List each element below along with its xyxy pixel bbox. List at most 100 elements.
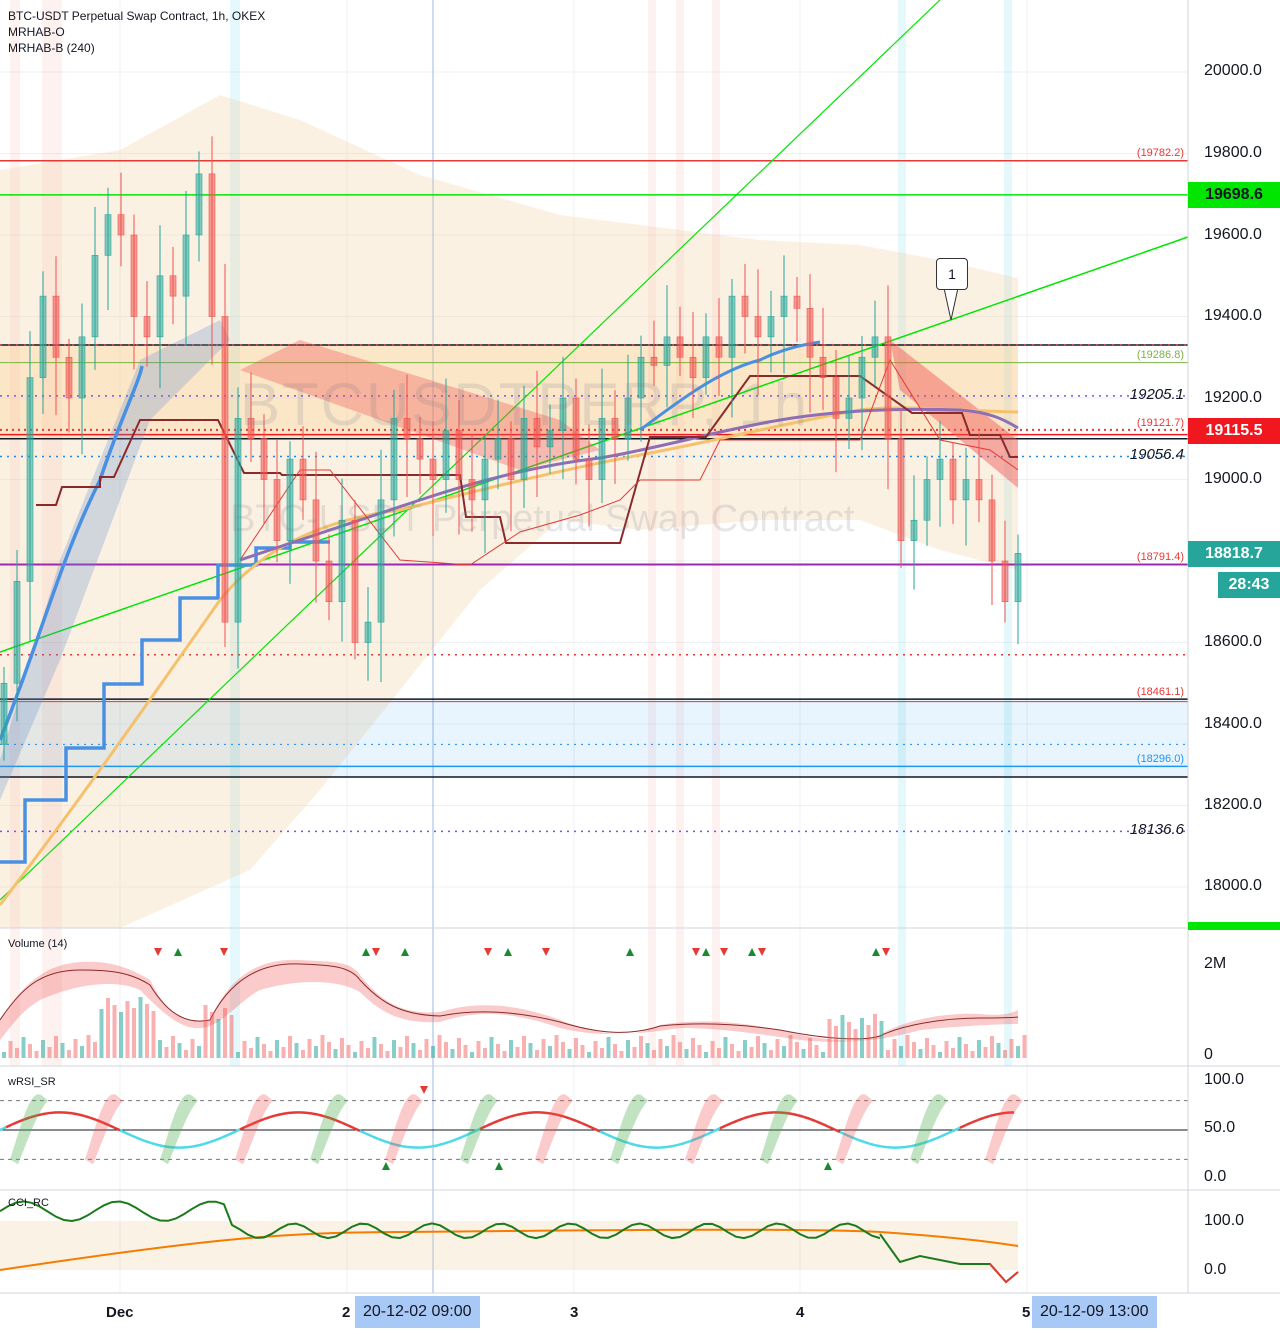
candle-body (91, 255, 99, 338)
highlight-column (1004, 0, 1012, 1066)
rsi-signal-line (203, 1140, 211, 1146)
volume-bar (216, 1019, 221, 1058)
signal-triangle-down (882, 948, 890, 956)
rsi-signal-line (5, 1123, 13, 1129)
rsi-signal-line (845, 1133, 853, 1139)
price-tick: 19600.0 (1204, 226, 1262, 243)
volume-bar (125, 1001, 130, 1058)
volume-bar (314, 1046, 318, 1058)
rsi-signal-line (143, 1139, 151, 1144)
rsi-signal-line (281, 1111, 289, 1116)
rsi-signal-line (335, 1119, 343, 1124)
volume-bar (743, 1040, 747, 1058)
rsi-signal-line (683, 1140, 691, 1145)
volume-bar (236, 1052, 240, 1058)
rsi-signal-line (401, 1144, 409, 1149)
level-label: (18461.1) (1136, 686, 1184, 698)
candle-body (182, 234, 190, 297)
volume-bar (210, 1012, 214, 1058)
indicator-mrhab-b[interactable]: MRHAB-B (240) (8, 41, 95, 55)
volume-bar (567, 1049, 572, 1058)
rsi-signal-line (713, 1127, 721, 1133)
volume-pane-title[interactable]: Volume (14) (8, 938, 68, 950)
level-label: 18136.6 (1129, 821, 1184, 838)
price-pane[interactable] (0, 0, 1189, 928)
rsi-signal-line (563, 1115, 571, 1120)
signal-triangle-down (758, 948, 766, 956)
rsi-pane-title[interactable]: wRSI_SR (8, 1076, 56, 1088)
candle-body (1001, 560, 1009, 603)
rsi-signal-line (275, 1112, 283, 1117)
callout-pointer (943, 287, 959, 321)
volume-bar (366, 1048, 370, 1058)
trail-step-line (36, 375, 1018, 544)
candle-body (494, 438, 502, 460)
candle-body (390, 418, 398, 501)
rsi-triangle-up (382, 1162, 390, 1170)
rsi-signal-line (287, 1111, 295, 1115)
volume-bar (67, 1050, 71, 1058)
signal-triangle-down (692, 948, 700, 956)
rsi-signal-line (575, 1119, 583, 1125)
rsi-wave (310, 1094, 348, 1165)
price-tag-red-level: 19115.5 (1188, 418, 1280, 444)
volume-bar (951, 1048, 955, 1058)
signal-triangle-down (154, 948, 162, 956)
price-tick: 19400.0 (1204, 307, 1262, 324)
cci-tick: 100.0 (1204, 1212, 1245, 1229)
volume-bar (587, 1052, 591, 1058)
rsi-signal-line (497, 1117, 505, 1123)
rsi-signal-line (353, 1126, 361, 1132)
volume-bar (736, 1051, 741, 1058)
callout-bubble[interactable]: 1 (936, 258, 968, 290)
volume-bar (346, 1045, 351, 1058)
volume-bar (600, 1048, 604, 1058)
rsi-signal-line (761, 1111, 769, 1115)
indicator-mrhab-o[interactable]: MRHAB-O (8, 25, 65, 39)
rsi-signal-line (851, 1136, 859, 1141)
candle-body (156, 275, 164, 338)
rsi-signal-line (269, 1114, 277, 1119)
cci-pane-title[interactable]: CCI_RC (8, 1197, 49, 1209)
rsi-signal-line (251, 1120, 259, 1126)
rsi-signal-line (743, 1115, 751, 1120)
rsi-signal-line (167, 1145, 175, 1149)
cci-band (0, 1221, 1018, 1270)
rsi-signal-line (569, 1117, 577, 1122)
volume-bar (658, 1039, 663, 1058)
rsi-pane[interactable] (0, 1086, 1188, 1170)
candle-body (832, 377, 840, 419)
volume-bar (788, 1035, 793, 1058)
volume-bar (886, 1050, 890, 1058)
rsi-signal-line (833, 1128, 841, 1134)
rsi-signal-line (95, 1118, 103, 1124)
candle-body (884, 336, 892, 440)
symbol-title[interactable]: BTC-USDT Perpetual Swap Contract, 1h, OK… (8, 9, 266, 23)
rsi-signal-line (197, 1142, 205, 1147)
rsi-signal-line (809, 1117, 817, 1123)
rsi-signal-line (257, 1117, 265, 1123)
rsi-signal-line (83, 1114, 91, 1119)
volume-bar (470, 1052, 474, 1058)
volume-bar (619, 1051, 624, 1058)
rsi-signal-line (959, 1123, 967, 1129)
volume-pane[interactable] (0, 948, 1027, 1058)
volume-bar (814, 1045, 819, 1058)
volume-bar (704, 1052, 708, 1058)
candle-body (143, 316, 151, 338)
cci-pane[interactable] (0, 1200, 1019, 1284)
rsi-signal-line (305, 1111, 313, 1115)
volume-bar (138, 997, 143, 1058)
rsi-signal-line (35, 1113, 43, 1117)
volume-bar (405, 1036, 409, 1058)
level-label: (19286.8) (1136, 349, 1184, 361)
volume-bar (944, 1041, 949, 1058)
volume-bar (775, 1039, 780, 1058)
candle-body (793, 295, 801, 309)
volume-bar (632, 1047, 637, 1058)
moving-average (239, 407, 1019, 562)
volume-bar (925, 1038, 929, 1058)
volume-bar (60, 1043, 65, 1058)
volume-bar (288, 1036, 292, 1058)
